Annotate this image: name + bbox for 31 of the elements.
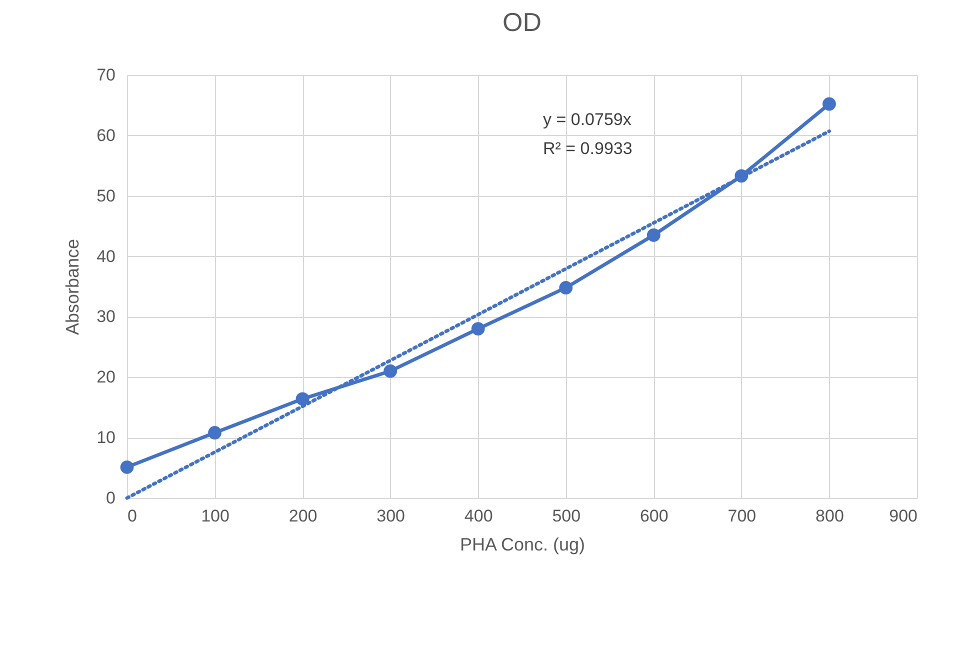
x-tick-label: 500	[552, 506, 581, 526]
point	[120, 460, 134, 474]
x-tick-label: 900	[889, 506, 918, 526]
x-tick-label: 300	[376, 506, 406, 526]
x-tick-label: 700	[728, 506, 756, 526]
y-tick-label: 20	[96, 368, 116, 387]
x-tick-label: 800	[816, 506, 844, 526]
y-tick-label: 10	[96, 428, 116, 448]
x-tick-label: 600	[640, 506, 668, 526]
x-axis-title: PHA Conc. (ug)	[460, 534, 586, 554]
point	[384, 364, 398, 378]
y-axis-title: Absorbance	[62, 238, 83, 336]
point	[559, 281, 573, 294]
point	[296, 392, 310, 406]
annotation: R² = 0.9933	[543, 139, 632, 158]
chart-title: OD	[502, 7, 542, 37]
point	[822, 97, 836, 111]
y-tick-label: 40	[96, 246, 116, 266]
point	[471, 322, 485, 336]
y-tick-label: 0	[106, 488, 116, 508]
x-tick-label: 200	[288, 506, 318, 526]
x-tick-label: 100	[201, 506, 230, 526]
point	[208, 426, 222, 440]
y-tick-label: 60	[96, 126, 116, 145]
point	[646, 228, 660, 242]
y-tick-label: 50	[96, 186, 116, 206]
y-tick-label: 70	[96, 66, 116, 84]
y-tick-label: 30	[96, 307, 116, 326]
x-tick-label: 400	[464, 506, 493, 526]
annotation: y = 0.0759x	[543, 110, 632, 129]
x-tick-label: 0	[128, 506, 137, 526]
